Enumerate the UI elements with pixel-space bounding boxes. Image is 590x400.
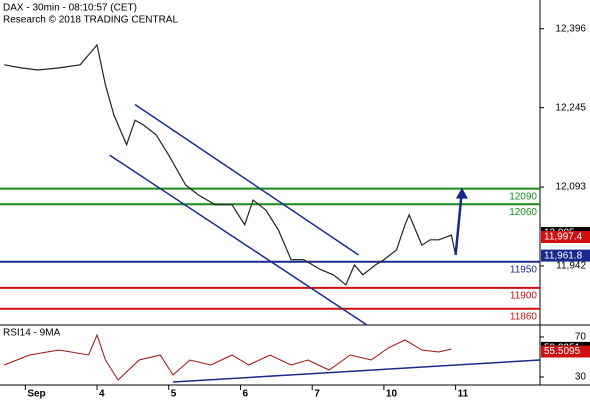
x-tick-label: 6 xyxy=(242,389,248,400)
chart-subtitle: Research © 2018 TRADING CENTRAL xyxy=(3,15,178,26)
y-tick-label: 11,942 xyxy=(556,261,586,272)
price-tag xyxy=(541,249,590,262)
chart-title: DAX - 30min - 08:10:57 (CET) xyxy=(3,3,137,14)
rsi-trend-line xyxy=(172,359,541,383)
price-tag xyxy=(541,231,590,244)
level-label: 11900 xyxy=(510,291,538,302)
level-label: 11950 xyxy=(510,264,538,275)
y-tick-label: 12,396 xyxy=(555,23,586,34)
x-tick-label: Sep xyxy=(27,389,45,400)
arrow-head xyxy=(455,187,468,199)
rsi-line xyxy=(4,333,452,381)
y-tick-label: 12,245 xyxy=(555,102,586,113)
x-tick-label: 5 xyxy=(171,389,177,400)
price-tag-label: 11,961.8 xyxy=(544,250,583,261)
price-tag-label: 55.5095 xyxy=(544,346,581,357)
rsi-tick-label: 70 xyxy=(575,332,587,343)
x-tick-label: 4 xyxy=(99,389,105,400)
x-tick-label: 11 xyxy=(458,389,469,400)
x-tick-label: 7 xyxy=(314,389,320,400)
price-tag xyxy=(541,345,590,358)
rsi-title: RSI14 - 9MA xyxy=(3,328,61,339)
rsi-tick-label: 30 xyxy=(575,372,587,383)
trend-line xyxy=(134,103,360,256)
level-label: 11860 xyxy=(510,311,538,322)
level-label: 12090 xyxy=(509,191,537,202)
x-tick-label: 10 xyxy=(386,389,398,400)
trend-line xyxy=(109,154,368,326)
price-tag-label: 11,997.4 xyxy=(544,232,583,243)
projection-arrow xyxy=(454,189,464,256)
price-line xyxy=(4,43,457,286)
level-label: 12060 xyxy=(509,207,537,218)
y-tick-label: 12,093 xyxy=(555,182,586,193)
